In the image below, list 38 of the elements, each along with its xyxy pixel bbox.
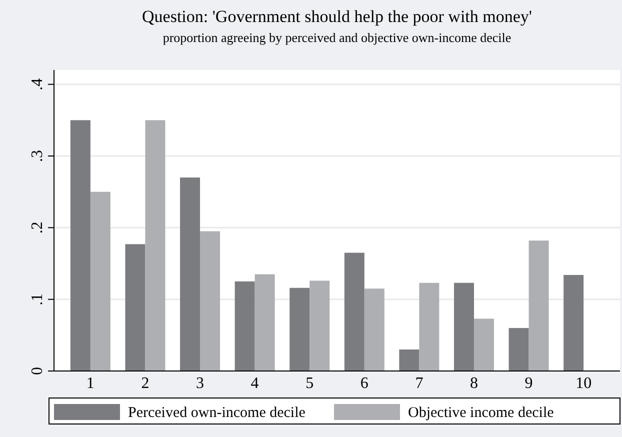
x-tick-label: 2 <box>141 375 150 392</box>
bar <box>180 178 200 371</box>
bar <box>564 274 584 371</box>
x-tick-label: 3 <box>196 375 204 392</box>
bar <box>70 120 90 371</box>
y-tick-label: .4 <box>29 78 46 90</box>
chart-title: Question: 'Government should help the poor with money' <box>142 7 532 26</box>
bar <box>454 282 474 371</box>
x-tick-label: 4 <box>250 375 259 392</box>
legend-label: Perceived own-income decile <box>128 405 306 421</box>
x-tick-label: 9 <box>524 375 533 392</box>
bar <box>145 120 166 371</box>
legend-label: Objective income decile <box>408 405 554 421</box>
x-tick-label: 7 <box>415 375 424 392</box>
bar <box>310 280 330 371</box>
bar <box>344 252 364 371</box>
y-tick-label: .1 <box>29 293 46 306</box>
bar <box>90 192 110 371</box>
bar <box>200 231 220 371</box>
bar <box>399 350 420 371</box>
y-tick-label: .3 <box>29 150 46 162</box>
bar <box>508 328 529 371</box>
x-tick-label: 5 <box>306 375 314 392</box>
bar <box>290 288 310 371</box>
bar <box>419 282 440 371</box>
x-tick-label: 6 <box>360 375 368 392</box>
bar <box>364 288 384 371</box>
bar <box>254 274 275 371</box>
bar <box>125 244 146 371</box>
y-tick-label: 0 <box>29 367 46 375</box>
bar <box>474 318 494 371</box>
bar <box>528 240 549 371</box>
y-tick-label: .2 <box>29 222 46 234</box>
bar <box>234 281 255 371</box>
x-tick-label: 1 <box>86 375 94 392</box>
x-tick-label: 8 <box>470 375 478 392</box>
x-tick-label: 10 <box>576 375 592 392</box>
chart-subtitle: proportion agreeing by perceived and objective own-income decile <box>162 30 512 45</box>
